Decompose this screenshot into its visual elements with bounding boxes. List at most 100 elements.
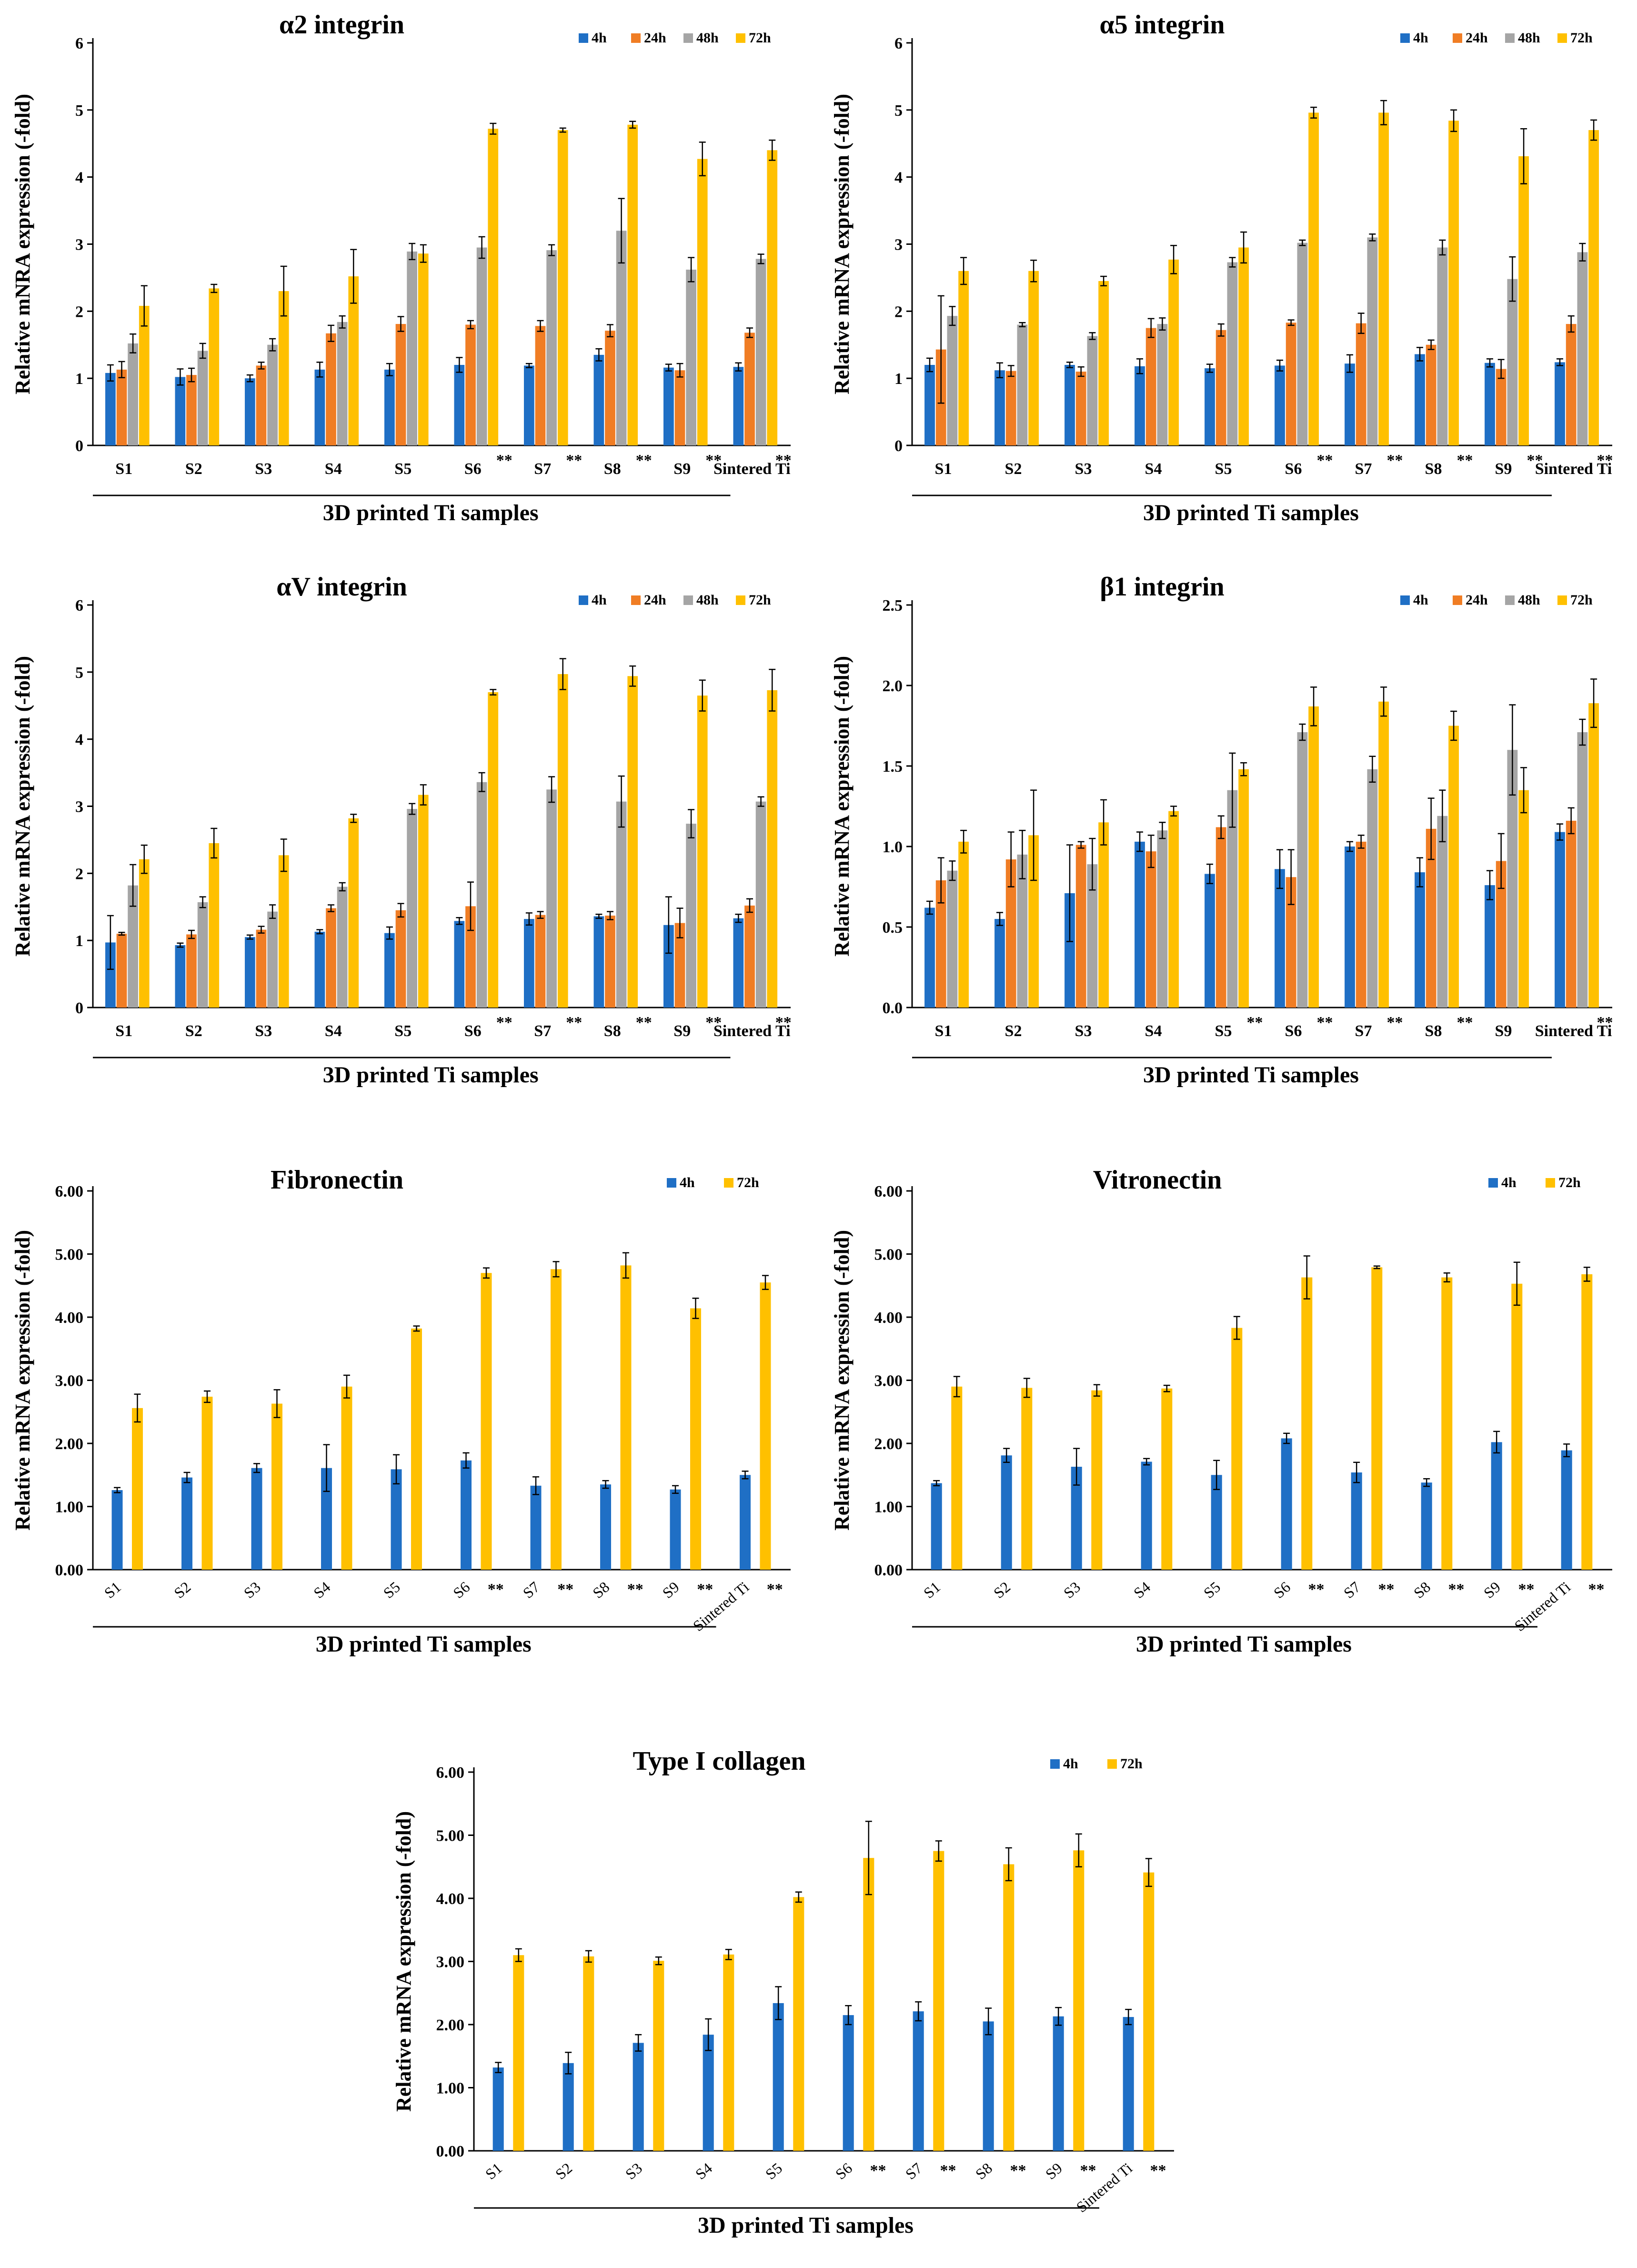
bar-4h-sintered-ti bbox=[740, 1475, 751, 1570]
bar-4h-s5 bbox=[1205, 368, 1215, 445]
bar-48h-s2 bbox=[197, 351, 208, 445]
bar-72h-s8 bbox=[620, 1265, 632, 1570]
bar-72h-s2 bbox=[583, 1956, 594, 2151]
bar-24h-s6 bbox=[1285, 323, 1296, 445]
y-tick-label: 6 bbox=[75, 597, 83, 615]
x-tick-label: S5 bbox=[1215, 460, 1232, 478]
bar-48h-sintered-ti bbox=[1577, 732, 1588, 1008]
significance-mark: ** bbox=[1387, 1014, 1403, 1031]
bar-72h-s4 bbox=[348, 276, 359, 445]
bar-48h-s9 bbox=[686, 270, 696, 445]
y-tick-label: 0.00 bbox=[874, 1562, 903, 1579]
bar-48h-s7 bbox=[1367, 237, 1378, 445]
y-tick-label: 0.00 bbox=[55, 1562, 84, 1579]
y-tick-label: 5 bbox=[75, 664, 83, 682]
chart-title: β1 integrin bbox=[1100, 572, 1224, 602]
x-group-label: 3D printed Ti samples bbox=[1143, 1062, 1359, 1088]
x-tick-label: S4 bbox=[1145, 460, 1162, 478]
legend-swatch-24h bbox=[631, 33, 641, 43]
bar-24h-s9 bbox=[1496, 861, 1506, 1008]
legend-swatch-4h bbox=[1400, 33, 1410, 43]
x-tick-label: S9 bbox=[673, 460, 691, 478]
legend-swatch-48h bbox=[683, 33, 693, 43]
significance-mark: ** bbox=[496, 1014, 512, 1031]
bar-4h-s9 bbox=[663, 925, 674, 1008]
bar-72h-s8 bbox=[1448, 121, 1459, 445]
chart-title: Type I collagen bbox=[633, 1746, 806, 1776]
legend-swatch-72h bbox=[1546, 1178, 1555, 1188]
bar-4h-s7 bbox=[1345, 363, 1355, 445]
bar-48h-s7 bbox=[546, 789, 557, 1008]
bar-72h-s7 bbox=[1378, 701, 1389, 1008]
bar-4h-s8 bbox=[593, 916, 604, 1008]
x-tick-label: S7 bbox=[534, 1022, 551, 1040]
bar-24h-s4 bbox=[326, 908, 336, 1008]
significance-mark: ** bbox=[1317, 1014, 1333, 1031]
bar-24h-s6 bbox=[465, 906, 476, 1008]
chart-type-i-collagen: 0.00 1.00 2.00 3.00 4.00 5.00 6.00 Relative mRN… bbox=[392, 1746, 1174, 2238]
legend-label-24h: 24h bbox=[1466, 592, 1488, 608]
bar-72h-s9 bbox=[1073, 1850, 1085, 2151]
y-tick-label: 0.00 bbox=[436, 2143, 465, 2160]
bar-4h-s9 bbox=[663, 367, 674, 445]
y-tick-label: 4 bbox=[894, 169, 903, 187]
bar-72h-s7 bbox=[1378, 112, 1389, 445]
significance-mark: ** bbox=[697, 1581, 713, 1598]
y-tick-label: 5.00 bbox=[436, 1827, 465, 1845]
bar-48h-s5 bbox=[1227, 790, 1238, 1008]
bar-72h-s5 bbox=[1238, 247, 1249, 445]
x-tick-label: S7 bbox=[1340, 1578, 1364, 1602]
x-tick-label: Sintered Ti bbox=[1535, 460, 1612, 478]
bar-48h-s1 bbox=[128, 885, 138, 1008]
significance-mark: ** bbox=[1317, 452, 1333, 469]
bar-24h-s8 bbox=[605, 331, 615, 445]
legend-swatch-4h bbox=[1050, 1759, 1060, 1769]
x-tick-label: Sintered Ti bbox=[713, 1022, 791, 1040]
bar-4h-s6 bbox=[454, 921, 465, 1008]
significance-mark: ** bbox=[1387, 452, 1403, 469]
bar-24h-s5 bbox=[1215, 330, 1226, 445]
legend-swatch-72h bbox=[1557, 595, 1567, 605]
bar-72h-s9 bbox=[1511, 1283, 1523, 1570]
bar-4h-s4 bbox=[1135, 366, 1145, 445]
chart-alphav-integrin: 0 1 2 3 4 5 6 Relative mRNA expression (-fold) α… bbox=[11, 572, 792, 1088]
x-tick-label: S8 bbox=[1410, 1578, 1434, 1602]
legend-swatch-4h bbox=[579, 33, 588, 43]
bar-48h-s6 bbox=[476, 247, 487, 445]
significance-mark: ** bbox=[1597, 1014, 1613, 1031]
significance-mark: ** bbox=[1080, 2162, 1096, 2179]
bar-4h-s1 bbox=[492, 2067, 504, 2151]
legend-swatch-72h bbox=[1557, 33, 1567, 43]
bar-72h-s2 bbox=[201, 1396, 213, 1570]
y-tick-label: 0.0 bbox=[883, 999, 903, 1017]
significance-mark: ** bbox=[1457, 1014, 1473, 1031]
significance-mark: ** bbox=[870, 2162, 886, 2179]
bar-4h-s1 bbox=[111, 1490, 123, 1570]
bar-4h-s2 bbox=[994, 919, 1005, 1008]
x-tick-label: S3 bbox=[255, 460, 272, 478]
legend-swatch-24h bbox=[1453, 595, 1462, 605]
x-tick-label: S3 bbox=[1060, 1578, 1084, 1602]
bar-4h-s1 bbox=[924, 365, 935, 445]
bar-4h-s8 bbox=[1421, 1482, 1432, 1570]
x-tick-label: Sintered Ti bbox=[713, 460, 791, 478]
legend-label-24h: 24h bbox=[644, 592, 666, 608]
y-tick-label: 6.00 bbox=[55, 1183, 84, 1200]
bar-72h-s6 bbox=[1301, 1277, 1313, 1570]
significance-mark: ** bbox=[775, 452, 792, 469]
bar-4h-s4 bbox=[321, 1468, 332, 1570]
x-tick-label: S5 bbox=[1200, 1578, 1224, 1602]
x-tick-label: S9 bbox=[1042, 2159, 1065, 2183]
legend-label-4h: 4h bbox=[592, 30, 607, 46]
x-tick-label: S7 bbox=[534, 460, 551, 478]
x-tick-label: S3 bbox=[241, 1578, 264, 1602]
legend-swatch-48h bbox=[683, 595, 693, 605]
bar-24h-s9 bbox=[1496, 369, 1506, 445]
bar-72h-s3 bbox=[653, 1961, 664, 2151]
x-group-label: 3D printed Ti samples bbox=[323, 1062, 539, 1088]
bar-4h-s2 bbox=[994, 370, 1005, 445]
bar-4h-sintered-ti bbox=[1555, 362, 1565, 445]
bar-24h-s2 bbox=[186, 934, 197, 1008]
bar-4h-s4 bbox=[703, 2035, 714, 2151]
x-tick-label: S6 bbox=[1285, 460, 1302, 478]
